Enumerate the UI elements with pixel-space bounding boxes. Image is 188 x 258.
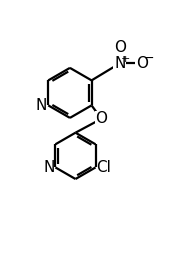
Text: −: −: [143, 52, 154, 65]
Text: O: O: [136, 56, 148, 71]
Text: O: O: [114, 40, 126, 55]
Text: N: N: [114, 56, 126, 71]
Text: N: N: [36, 98, 47, 113]
Text: +: +: [121, 54, 130, 64]
Text: O: O: [95, 111, 107, 126]
Text: Cl: Cl: [96, 160, 111, 175]
Text: N: N: [43, 160, 55, 175]
